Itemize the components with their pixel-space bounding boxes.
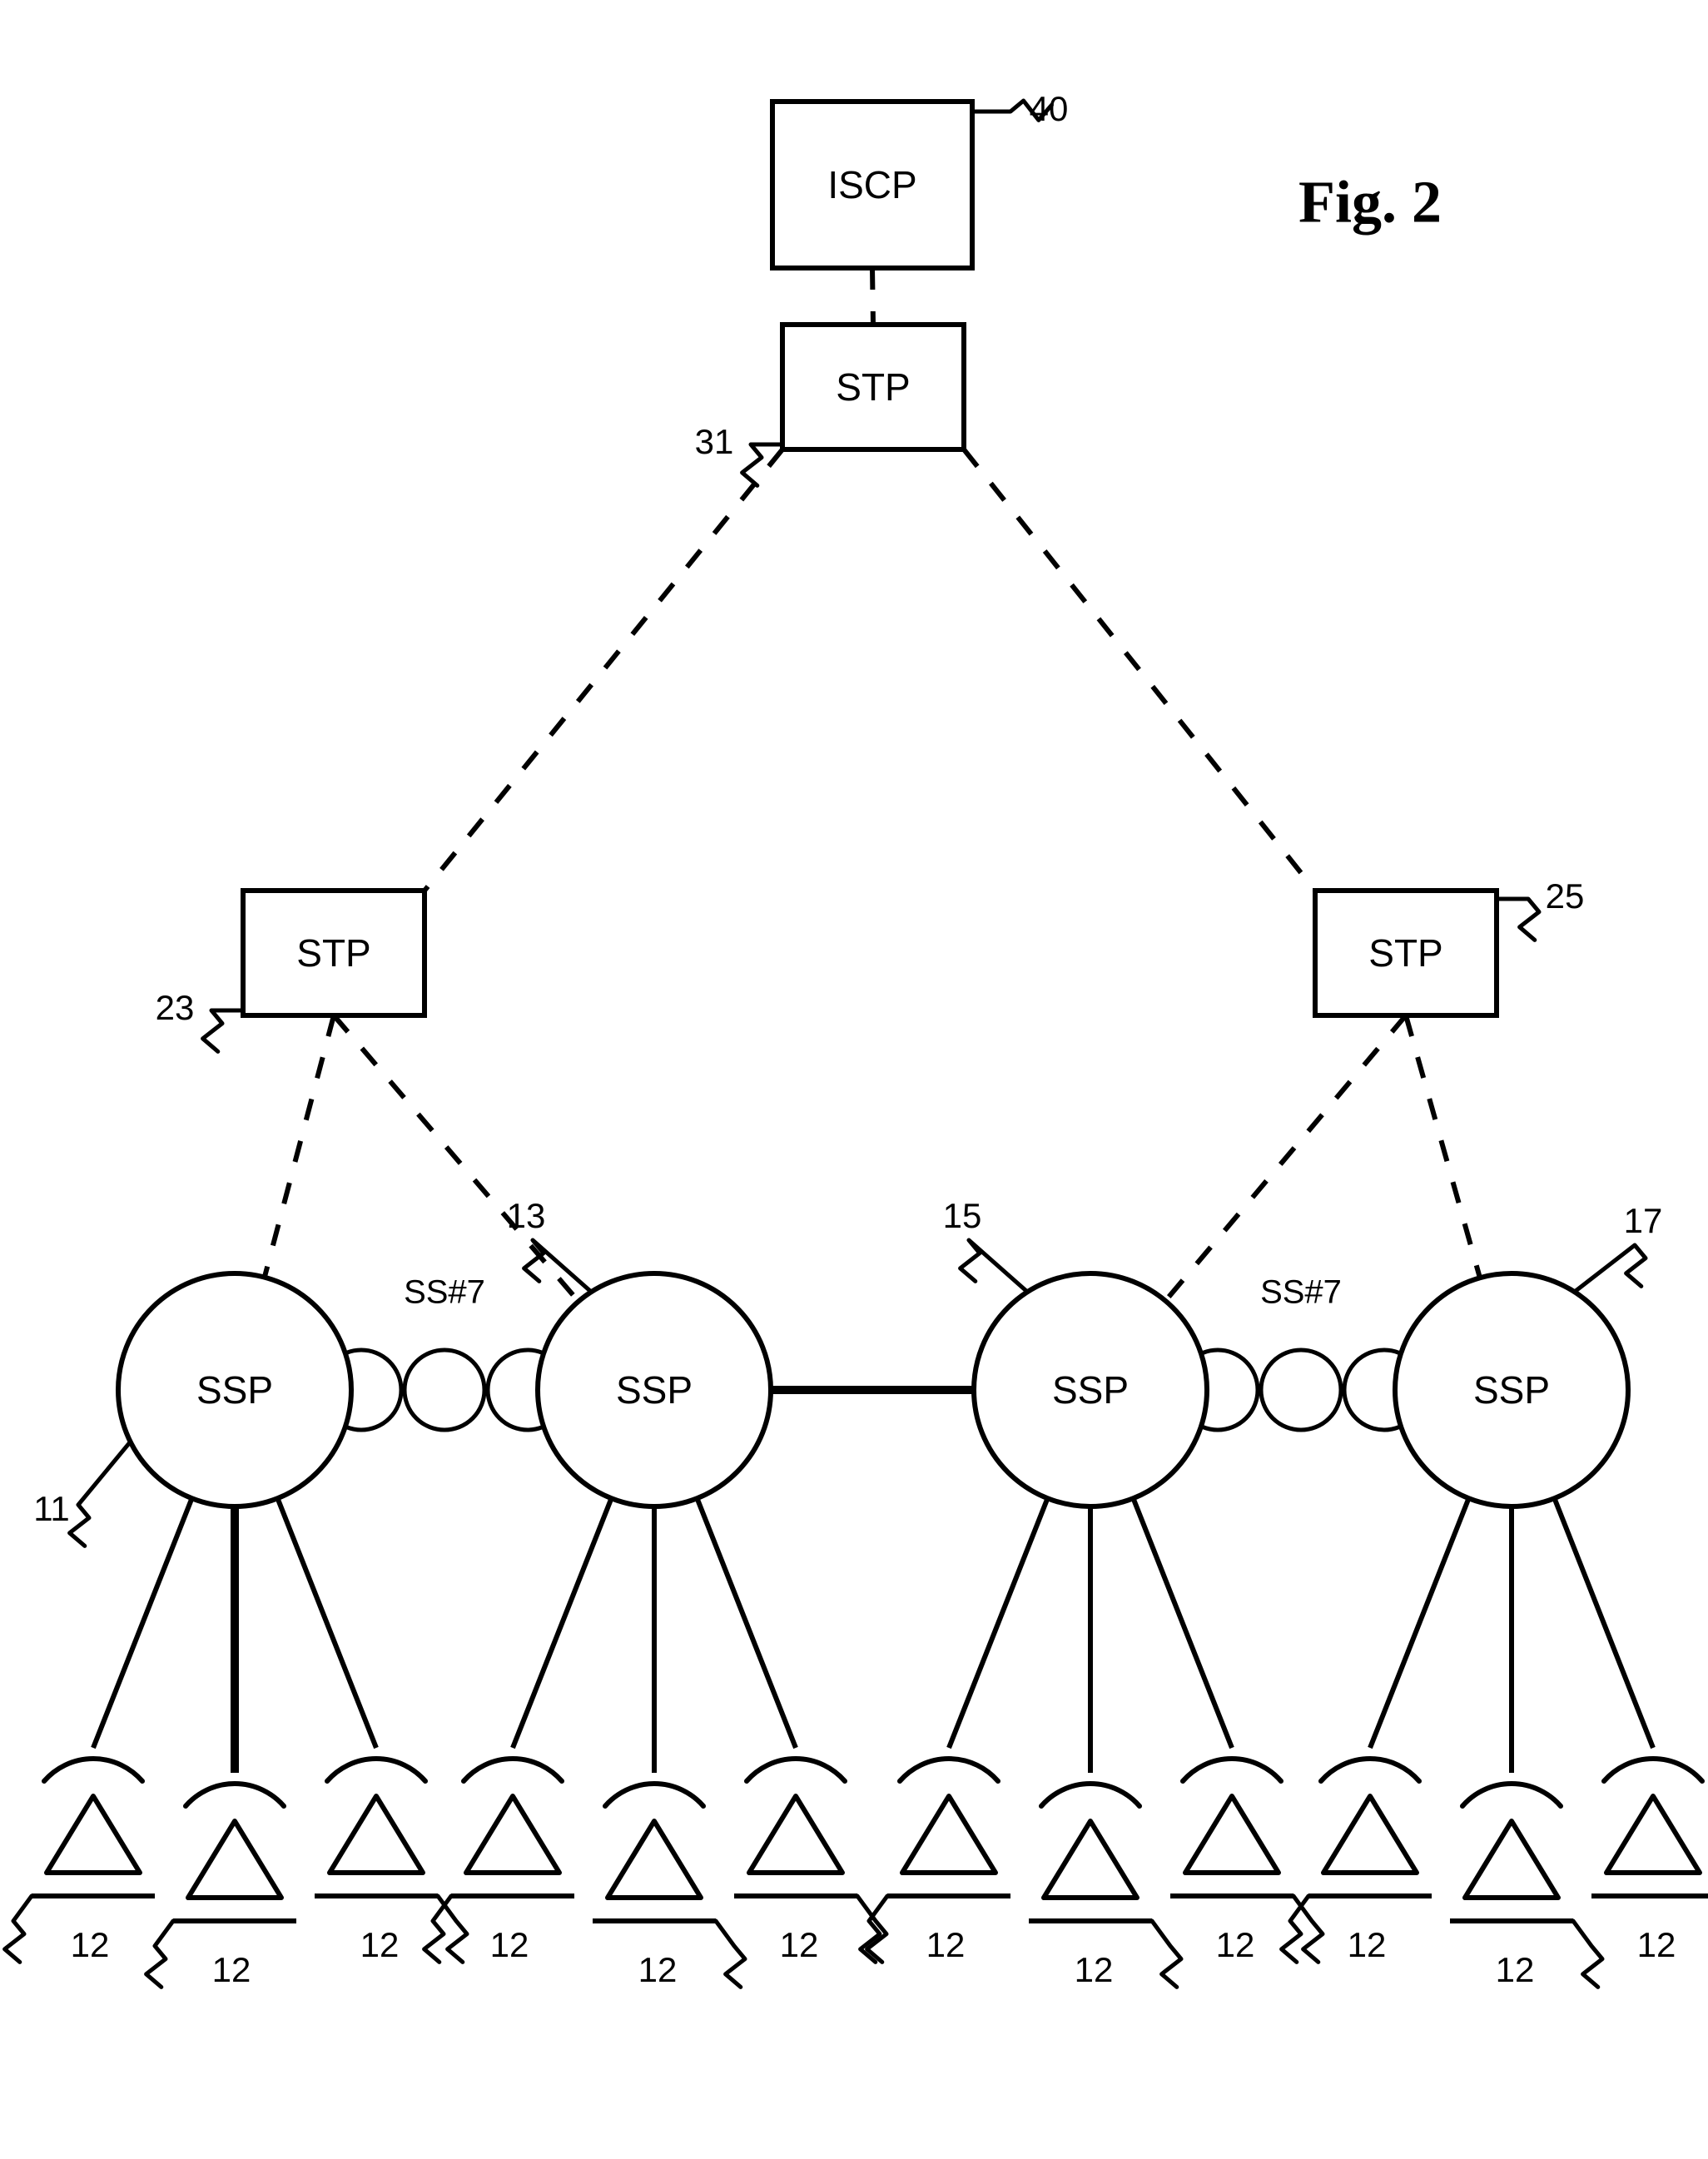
subscriber-line [513,1498,612,1748]
ref-label: 11 [33,1489,70,1528]
phone-icon [1041,1784,1139,1806]
ref-lead [1573,1921,1602,1987]
signalling-link [265,1015,334,1278]
phone-icon [1044,1821,1137,1898]
signalling-link [1406,1015,1480,1278]
ref-label: 15 [943,1196,982,1235]
network-diagram: Fig. 2SS#7SS#7ISCPSTPSTPSTP40312325SSP11… [0,0,1708,2159]
phone-icon [188,1821,281,1898]
ref-label: 31 [695,422,734,461]
subscriber-line [949,1498,1048,1748]
phone-icon [900,1759,998,1781]
signalling-link [425,449,782,891]
phone-icon [44,1759,142,1781]
subscriber-line [277,1498,376,1748]
ref-lead [146,1921,173,1987]
signalling-link [1165,1015,1406,1301]
ssp-label: SSP [196,1368,273,1412]
ref-label: 12 [71,1925,110,1964]
phone-icon [464,1759,562,1781]
phone-icon [327,1759,425,1781]
ref-lead [742,444,782,485]
tandem-switch [1261,1350,1341,1430]
phone-icon [1321,1759,1419,1781]
ref-label: 13 [507,1196,546,1235]
stp-node-label: STP [836,365,910,409]
ref-lead [1152,1921,1181,1987]
phone-icon [605,1784,703,1806]
ssp-label: SSP [1473,1368,1550,1412]
ref-label: 12 [638,1950,678,1989]
signalling-link [872,268,873,325]
phone-icon [902,1796,996,1873]
ref-label: 12 [360,1925,400,1964]
ref-label: 12 [212,1950,251,1989]
ss7-label: SS#7 [404,1274,485,1311]
signalling-link [964,449,1315,891]
tandem-switch [405,1350,484,1430]
phone-icon [466,1796,559,1873]
subscriber-line [93,1498,192,1748]
ref-label: 12 [1637,1925,1676,1964]
ref-label: 12 [1348,1925,1387,1964]
phone-icon [186,1784,284,1806]
ref-lead [961,1240,1026,1291]
ref-lead [1497,899,1539,940]
ref-label: 12 [490,1925,529,1964]
phone-icon [330,1796,423,1873]
ref-label: 25 [1546,876,1585,916]
ref-label: 12 [926,1925,966,1964]
figure-title: Fig. 2 [1298,169,1442,236]
phone-icon [608,1821,701,1898]
ss7-label: SS#7 [1260,1274,1342,1311]
subscriber-line [1133,1498,1232,1748]
phone-icon [749,1796,842,1873]
ssp-label: SSP [616,1368,693,1412]
ref-lead [203,1010,243,1051]
stp-node-label: STP [1368,931,1442,975]
phone-icon [1462,1784,1561,1806]
ref-label: 23 [156,988,195,1027]
ref-lead [716,1921,745,1987]
ref-label: 12 [1075,1950,1114,1989]
subscriber-line [1554,1498,1653,1748]
phone-icon [1606,1796,1700,1873]
signalling-link [334,1015,578,1302]
phone-icon [1465,1821,1558,1898]
ref-lead [1576,1245,1646,1291]
subscriber-line [1370,1498,1469,1748]
iscp-node-label: ISCP [827,163,916,206]
ref-label: 12 [780,1925,819,1964]
phone-icon [1604,1759,1702,1781]
ssp-label: SSP [1052,1368,1129,1412]
ref-lead [5,1896,32,1962]
phone-icon [1183,1759,1281,1781]
subscriber-line [697,1498,796,1748]
ref-label: 12 [1496,1950,1535,1989]
stp-node-label: STP [296,931,370,975]
phone-icon [47,1796,140,1873]
phone-icon [747,1759,845,1781]
ref-lead [70,1442,130,1546]
ref-label: 17 [1624,1201,1663,1240]
ref-label: 12 [1216,1925,1255,1964]
phone-icon [1185,1796,1279,1873]
phone-icon [1323,1796,1417,1873]
